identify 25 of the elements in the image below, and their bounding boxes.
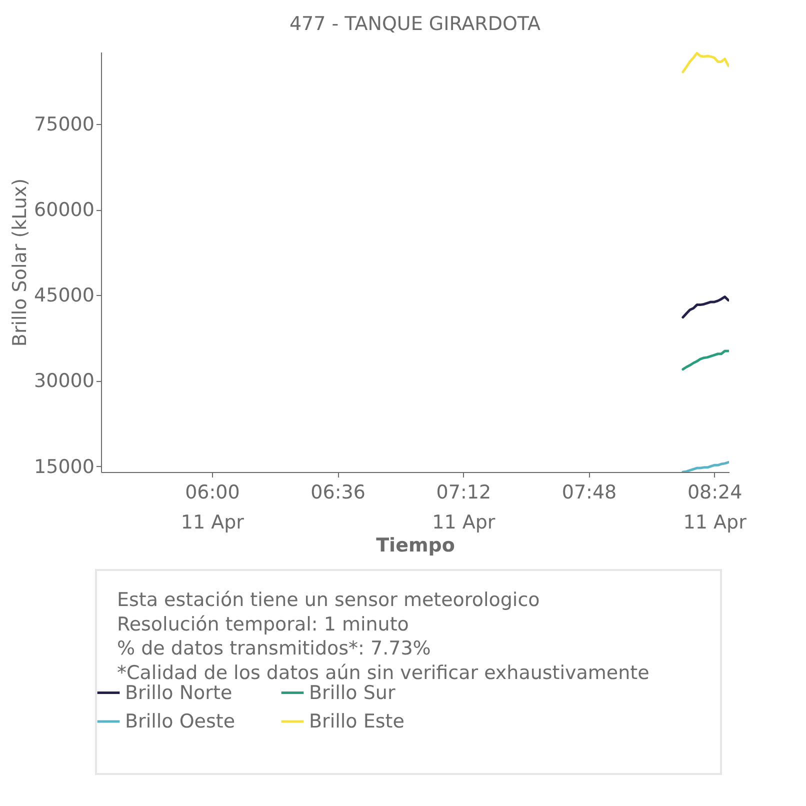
legend-label: Brillo Sur [309, 682, 396, 704]
x-tick-label: 08:24 11 Apr [683, 482, 747, 534]
legend-label: Brillo Este [309, 710, 404, 732]
text: Resolución temporal: 1 minuto [117, 613, 409, 636]
legend-label: Brillo Oeste [125, 710, 236, 732]
x-tick-label: 07:48 [562, 482, 617, 504]
x-axis-title: Tiempo [376, 534, 455, 556]
text: % de datos transmitidos*: 7.73% [117, 638, 431, 660]
chart-title: 477 - TANQUE GIRARDOTA [289, 13, 541, 35]
x-tick-label: 06:00 11 Apr [180, 482, 244, 534]
y-tick-label: 60000 [34, 199, 94, 221]
y-tick-label: 30000 [34, 370, 94, 392]
x-tick-label: 07:12 11 Apr [432, 482, 496, 534]
x-tick-label: 06:36 [310, 482, 366, 504]
y-tick-label: 45000 [34, 284, 94, 307]
y-tick-label: 15000 [34, 456, 94, 478]
text: *Calidad de los datos aún sin verificar exhaustivamente [117, 662, 650, 684]
text: Esta estación tiene un sensor meteorologico [117, 589, 540, 611]
line-series [682, 350, 729, 371]
line-series [682, 52, 729, 74]
legend-label: Brillo Norte [125, 682, 232, 704]
line-series [682, 461, 729, 472]
y-axis-title: Brillo Solar (kLux) [9, 178, 32, 347]
line-series [682, 296, 729, 319]
y-tick-label: 75000 [34, 113, 94, 136]
